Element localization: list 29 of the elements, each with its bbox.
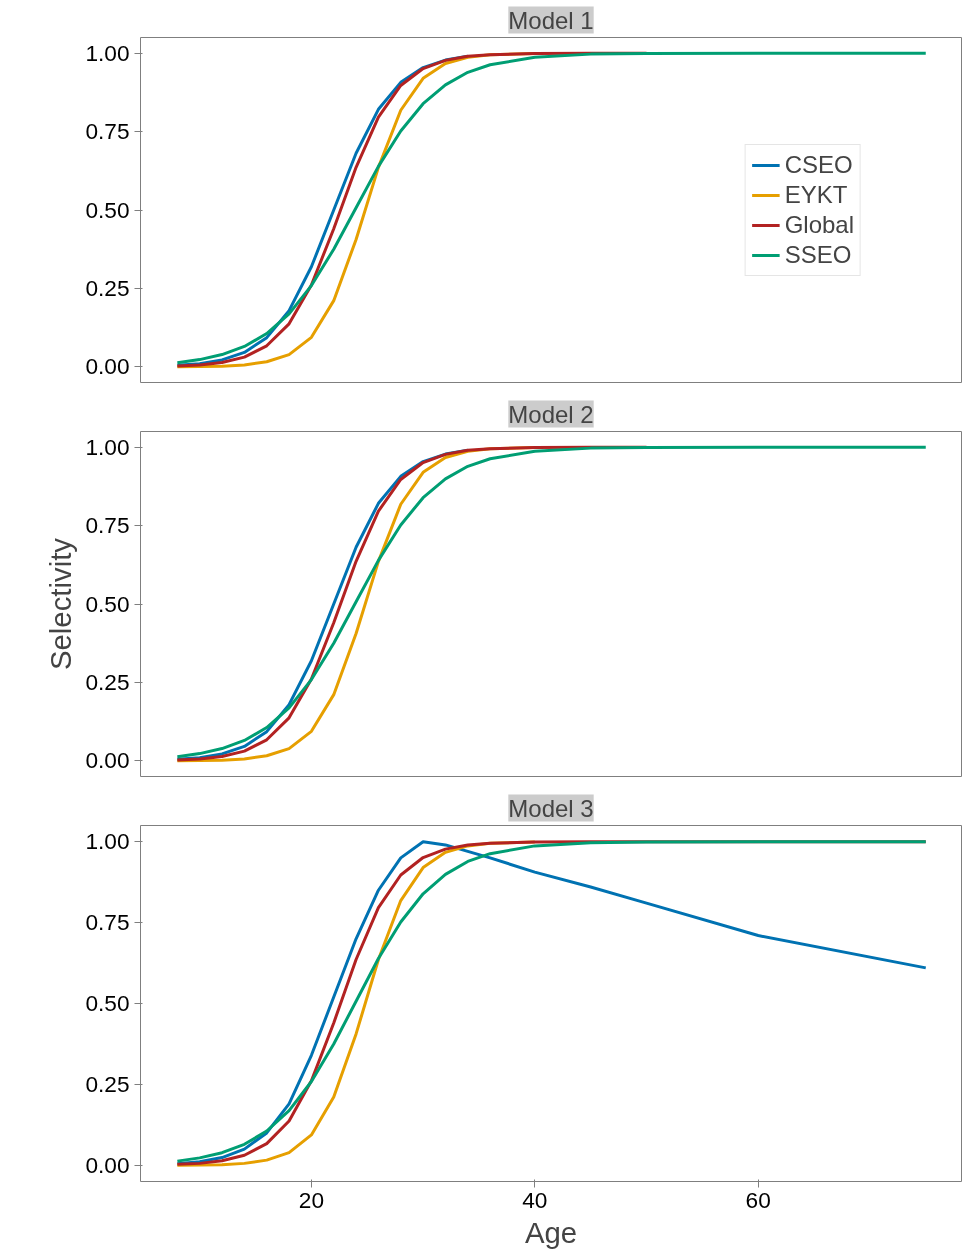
y-tick-label: 0.25: [85, 668, 130, 695]
y-tick-label: 0.25: [85, 274, 130, 301]
line-series: [175, 445, 928, 759]
chart-title: Model 2: [508, 400, 594, 428]
x-tick-label: 60: [745, 1186, 771, 1213]
y-tick-label: 1.00: [85, 39, 130, 66]
legend-label: SSEO: [784, 240, 852, 269]
y-tick-label: 0.75: [85, 118, 130, 145]
y-tick-label: 0.75: [85, 512, 130, 539]
chart-title: Model 1: [508, 6, 594, 34]
y-tick-label: 0.50: [85, 590, 130, 617]
y-tick-label: 0.00: [85, 747, 130, 774]
y-axis-title: Selectivity: [44, 537, 78, 671]
x-tick-label: 40: [522, 1186, 548, 1213]
y-tick-label: 0.00: [85, 1151, 130, 1178]
line-series: [175, 51, 928, 365]
y-tick-label: 0.00: [85, 353, 130, 380]
legend-label: CSEO: [784, 150, 853, 179]
x-tick-label: 20: [298, 1186, 324, 1213]
x-axis-title: Age: [524, 1215, 578, 1249]
legend-label: Global: [784, 210, 854, 239]
y-tick-label: 1.00: [85, 433, 130, 460]
y-tick-label: 0.50: [85, 196, 130, 223]
y-tick-label: 0.25: [85, 1070, 130, 1097]
y-tick-label: 0.50: [85, 990, 130, 1016]
y-tick-label: 0.75: [85, 909, 130, 936]
legend-label: EYKT: [784, 180, 848, 209]
y-tick-label: 1.00: [85, 828, 130, 855]
chart-title: Model 3: [508, 794, 594, 822]
